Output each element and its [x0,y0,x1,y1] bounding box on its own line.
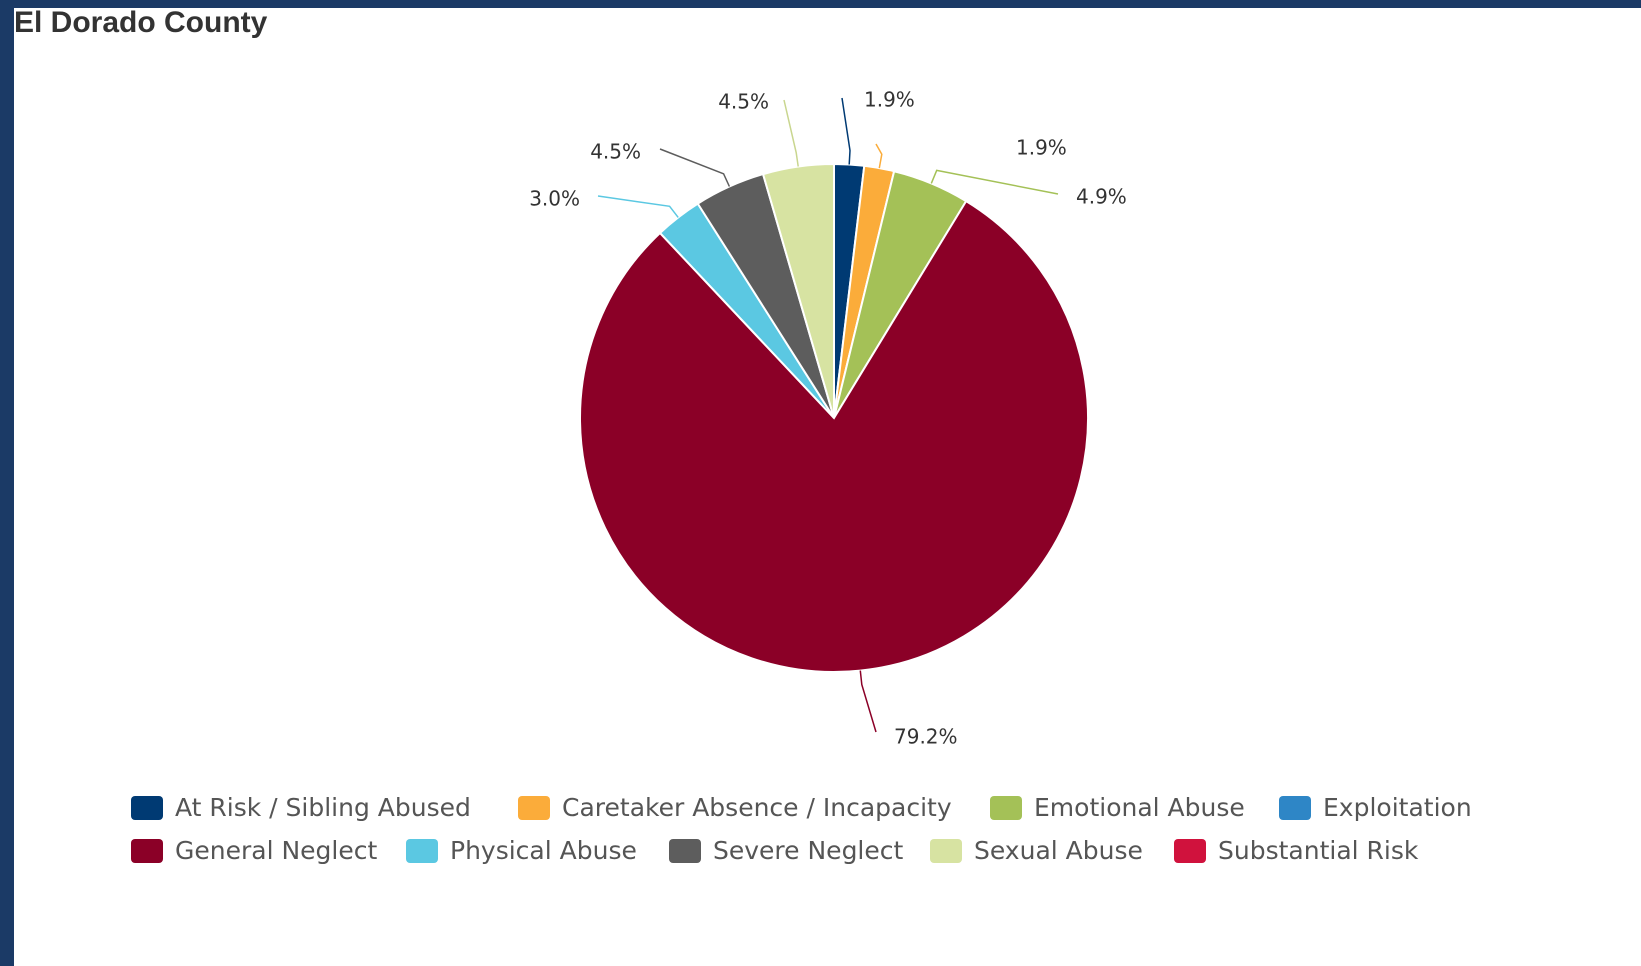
legend-item-at-risk-sibling-abused[interactable]: At Risk / Sibling Abused [131,793,471,822]
label-connectors [597,97,1059,733]
legend-swatch [131,838,163,863]
data-labels: 1.9% 1.9% 4.9% 79.2% 3.0% 4.5% 4.5% [529,88,1127,749]
legend-swatch [518,795,550,820]
data-label: 4.9% [1076,185,1127,209]
chart-title: El Dorado County [14,6,268,39]
label-connector [930,169,1059,195]
legend-swatch [990,795,1022,820]
label-connector [841,97,851,165]
legend-label: Sexual Abuse [974,836,1143,865]
legend-item-sexual-abuse[interactable]: Sexual Abuse [930,836,1143,865]
legend-label: Substantial Risk [1218,836,1419,865]
data-label: 1.9% [864,88,915,112]
legend-label: General Neglect [175,836,378,865]
legend-label: Severe Neglect [713,836,904,865]
legend-label: Caretaker Absence / Incapacity [562,793,952,822]
pie-chart: 1.9% 1.9% 4.9% 79.2% 3.0% 4.5% 4.5% [529,88,1127,749]
legend-label: At Risk / Sibling Abused [175,793,471,822]
legend-label: Exploitation [1323,793,1472,822]
legend-item-general-neglect[interactable]: General Neglect [131,836,377,865]
legend-swatch [1279,795,1311,820]
data-label: 3.0% [529,187,580,211]
legend: At Risk / Sibling Abused Caretaker Absen… [131,793,1581,879]
legend-row-2: General Neglect Physical Abuse Severe Ne… [131,836,1581,879]
chart-panel: El Dorado County 1.9% 1.9% 4.9% 79.2% 3.0% 4.… [14,8,1641,966]
legend-swatch [930,838,962,863]
legend-item-caretaker-absence[interactable]: Caretaker Absence / Incapacity [518,793,952,822]
label-connector [783,99,799,167]
label-connector [875,143,883,169]
label-connector [659,148,731,187]
legend-item-severe-neglect[interactable]: Severe Neglect [669,836,903,865]
legend-swatch [669,838,701,863]
data-label: 79.2% [894,725,958,749]
label-connector [597,195,679,218]
legend-item-emotional-abuse[interactable]: Emotional Abuse [990,793,1245,822]
data-label: 4.5% [718,90,769,114]
legend-swatch [131,795,163,820]
legend-item-physical-abuse[interactable]: Physical Abuse [406,836,637,865]
label-connector [859,670,877,733]
data-label: 4.5% [590,140,641,164]
data-label: 1.9% [1016,136,1067,160]
legend-swatch [1174,838,1206,863]
pie-slices [579,162,1089,674]
legend-label: Emotional Abuse [1034,793,1245,822]
legend-item-exploitation[interactable]: Exploitation [1279,793,1472,822]
legend-swatch [406,838,438,863]
legend-item-substantial-risk[interactable]: Substantial Risk [1174,836,1418,865]
legend-label: Physical Abuse [450,836,637,865]
legend-row-1: At Risk / Sibling Abused Caretaker Absen… [131,793,1581,836]
pie-slice-sexual-abuse[interactable] [761,162,835,419]
